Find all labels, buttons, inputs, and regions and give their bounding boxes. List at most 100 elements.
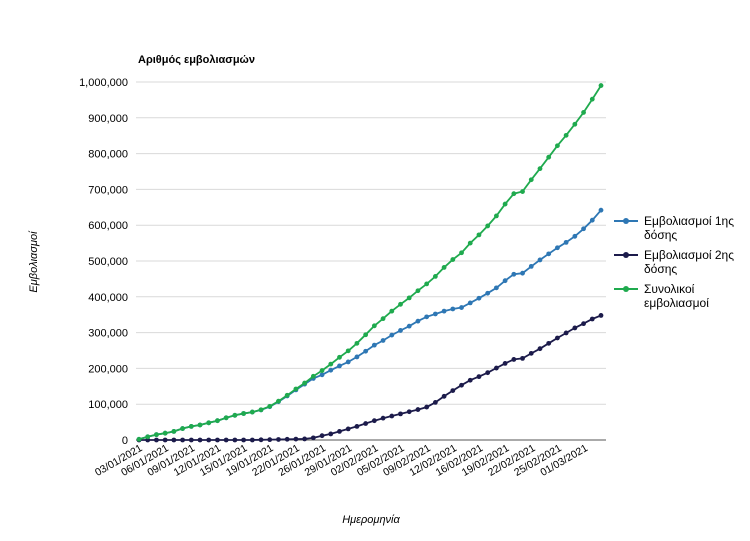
- data-point: [598, 313, 604, 318]
- legend-swatch-second-dose: [614, 252, 638, 258]
- data-point: [232, 412, 238, 418]
- data-point: [258, 407, 264, 413]
- data-point: [572, 121, 578, 127]
- data-point: [441, 265, 447, 270]
- data-point: [389, 413, 395, 419]
- data-point: [215, 418, 220, 424]
- data-point: [502, 201, 508, 207]
- data-point: [441, 308, 447, 314]
- data-point: [345, 426, 351, 432]
- data-point: [188, 437, 194, 443]
- data-point: [267, 403, 273, 409]
- data-point: [276, 437, 281, 442]
- data-point: [415, 407, 421, 412]
- x-axis-label: Ημερομηνία: [342, 514, 400, 526]
- legend-label-total: Συνολικοί εμβολιασμοί: [644, 282, 709, 310]
- data-point: [180, 426, 185, 431]
- data-point: [406, 323, 412, 329]
- data-point: [310, 435, 316, 441]
- data-point: [398, 301, 403, 307]
- data-point: [537, 346, 543, 352]
- data-point: [511, 191, 517, 197]
- data-point: [450, 306, 456, 312]
- data-point: [249, 437, 255, 443]
- data-point: [337, 363, 342, 369]
- data-point: [476, 374, 482, 380]
- y-tick-label: 100,000: [88, 399, 128, 411]
- data-point: [537, 166, 543, 172]
- data-point: [223, 437, 229, 443]
- y-tick-label: 700,000: [88, 184, 128, 196]
- data-point: [354, 354, 360, 360]
- legend-item-total: Συνολικοί εμβολιασμοί: [614, 282, 746, 310]
- data-point: [276, 398, 281, 404]
- data-point: [371, 342, 377, 348]
- data-point: [380, 415, 386, 421]
- data-point: [546, 340, 552, 346]
- data-point: [319, 368, 325, 373]
- data-point: [162, 430, 168, 436]
- data-point: [354, 423, 360, 429]
- data-point: [432, 400, 438, 405]
- data-point: [197, 422, 203, 428]
- data-point: [546, 154, 552, 160]
- data-point: [345, 348, 351, 354]
- data-point: [485, 370, 491, 376]
- legend-item-first-dose: Εμβολιασμοί 1ης δόσης: [614, 214, 746, 242]
- data-point: [459, 305, 464, 310]
- legend-label-second-dose: Εμβολιασμοί 2ης δόσης: [644, 248, 734, 276]
- data-point: [171, 429, 177, 434]
- data-point: [581, 321, 586, 327]
- data-point: [345, 359, 351, 365]
- data-point: [555, 335, 560, 341]
- data-point: [162, 437, 168, 443]
- data-point: [363, 348, 369, 354]
- data-point: [363, 421, 369, 426]
- data-point: [180, 437, 185, 443]
- data-point: [371, 323, 377, 329]
- y-tick-label: 800,000: [88, 149, 128, 161]
- data-point: [581, 110, 586, 115]
- data-point: [502, 278, 508, 284]
- data-point: [310, 373, 316, 379]
- data-point: [293, 436, 299, 442]
- data-point: [537, 257, 543, 263]
- legend-item-second-dose: Εμβολιασμοί 2ης δόσης: [614, 248, 746, 276]
- data-point: [284, 392, 290, 398]
- data-point: [424, 404, 430, 410]
- data-point: [581, 226, 586, 232]
- data-point: [493, 285, 499, 291]
- y-tick-label: 500,000: [88, 256, 128, 268]
- data-point: [284, 436, 290, 442]
- y-tick-label: 600,000: [88, 220, 128, 232]
- data-point: [215, 437, 220, 443]
- data-point: [432, 311, 438, 317]
- data-point: [389, 308, 395, 314]
- y-tick-label: 400,000: [88, 292, 128, 304]
- data-point: [171, 437, 177, 443]
- data-point: [424, 314, 430, 320]
- data-point: [293, 386, 299, 392]
- data-point: [502, 360, 508, 366]
- data-point: [267, 437, 273, 443]
- data-point: [467, 377, 473, 383]
- data-point: [380, 338, 386, 343]
- data-point: [363, 332, 369, 338]
- data-point: [302, 380, 308, 386]
- data-point: [154, 432, 159, 438]
- gridlines: [136, 81, 606, 441]
- legend-label-first-dose: Εμβολιασμοί 1ης δόσης: [644, 214, 734, 242]
- data-point: [337, 429, 342, 434]
- data-point: [389, 332, 395, 338]
- y-tick-label: 900,000: [88, 113, 128, 125]
- data-point: [145, 434, 151, 440]
- data-point: [598, 207, 604, 213]
- data-point: [441, 393, 447, 399]
- data-point: [398, 328, 403, 333]
- data-point: [555, 143, 560, 149]
- data-point: [563, 330, 569, 336]
- data-point: [546, 251, 552, 257]
- data-point: [467, 300, 473, 306]
- data-point: [258, 437, 264, 443]
